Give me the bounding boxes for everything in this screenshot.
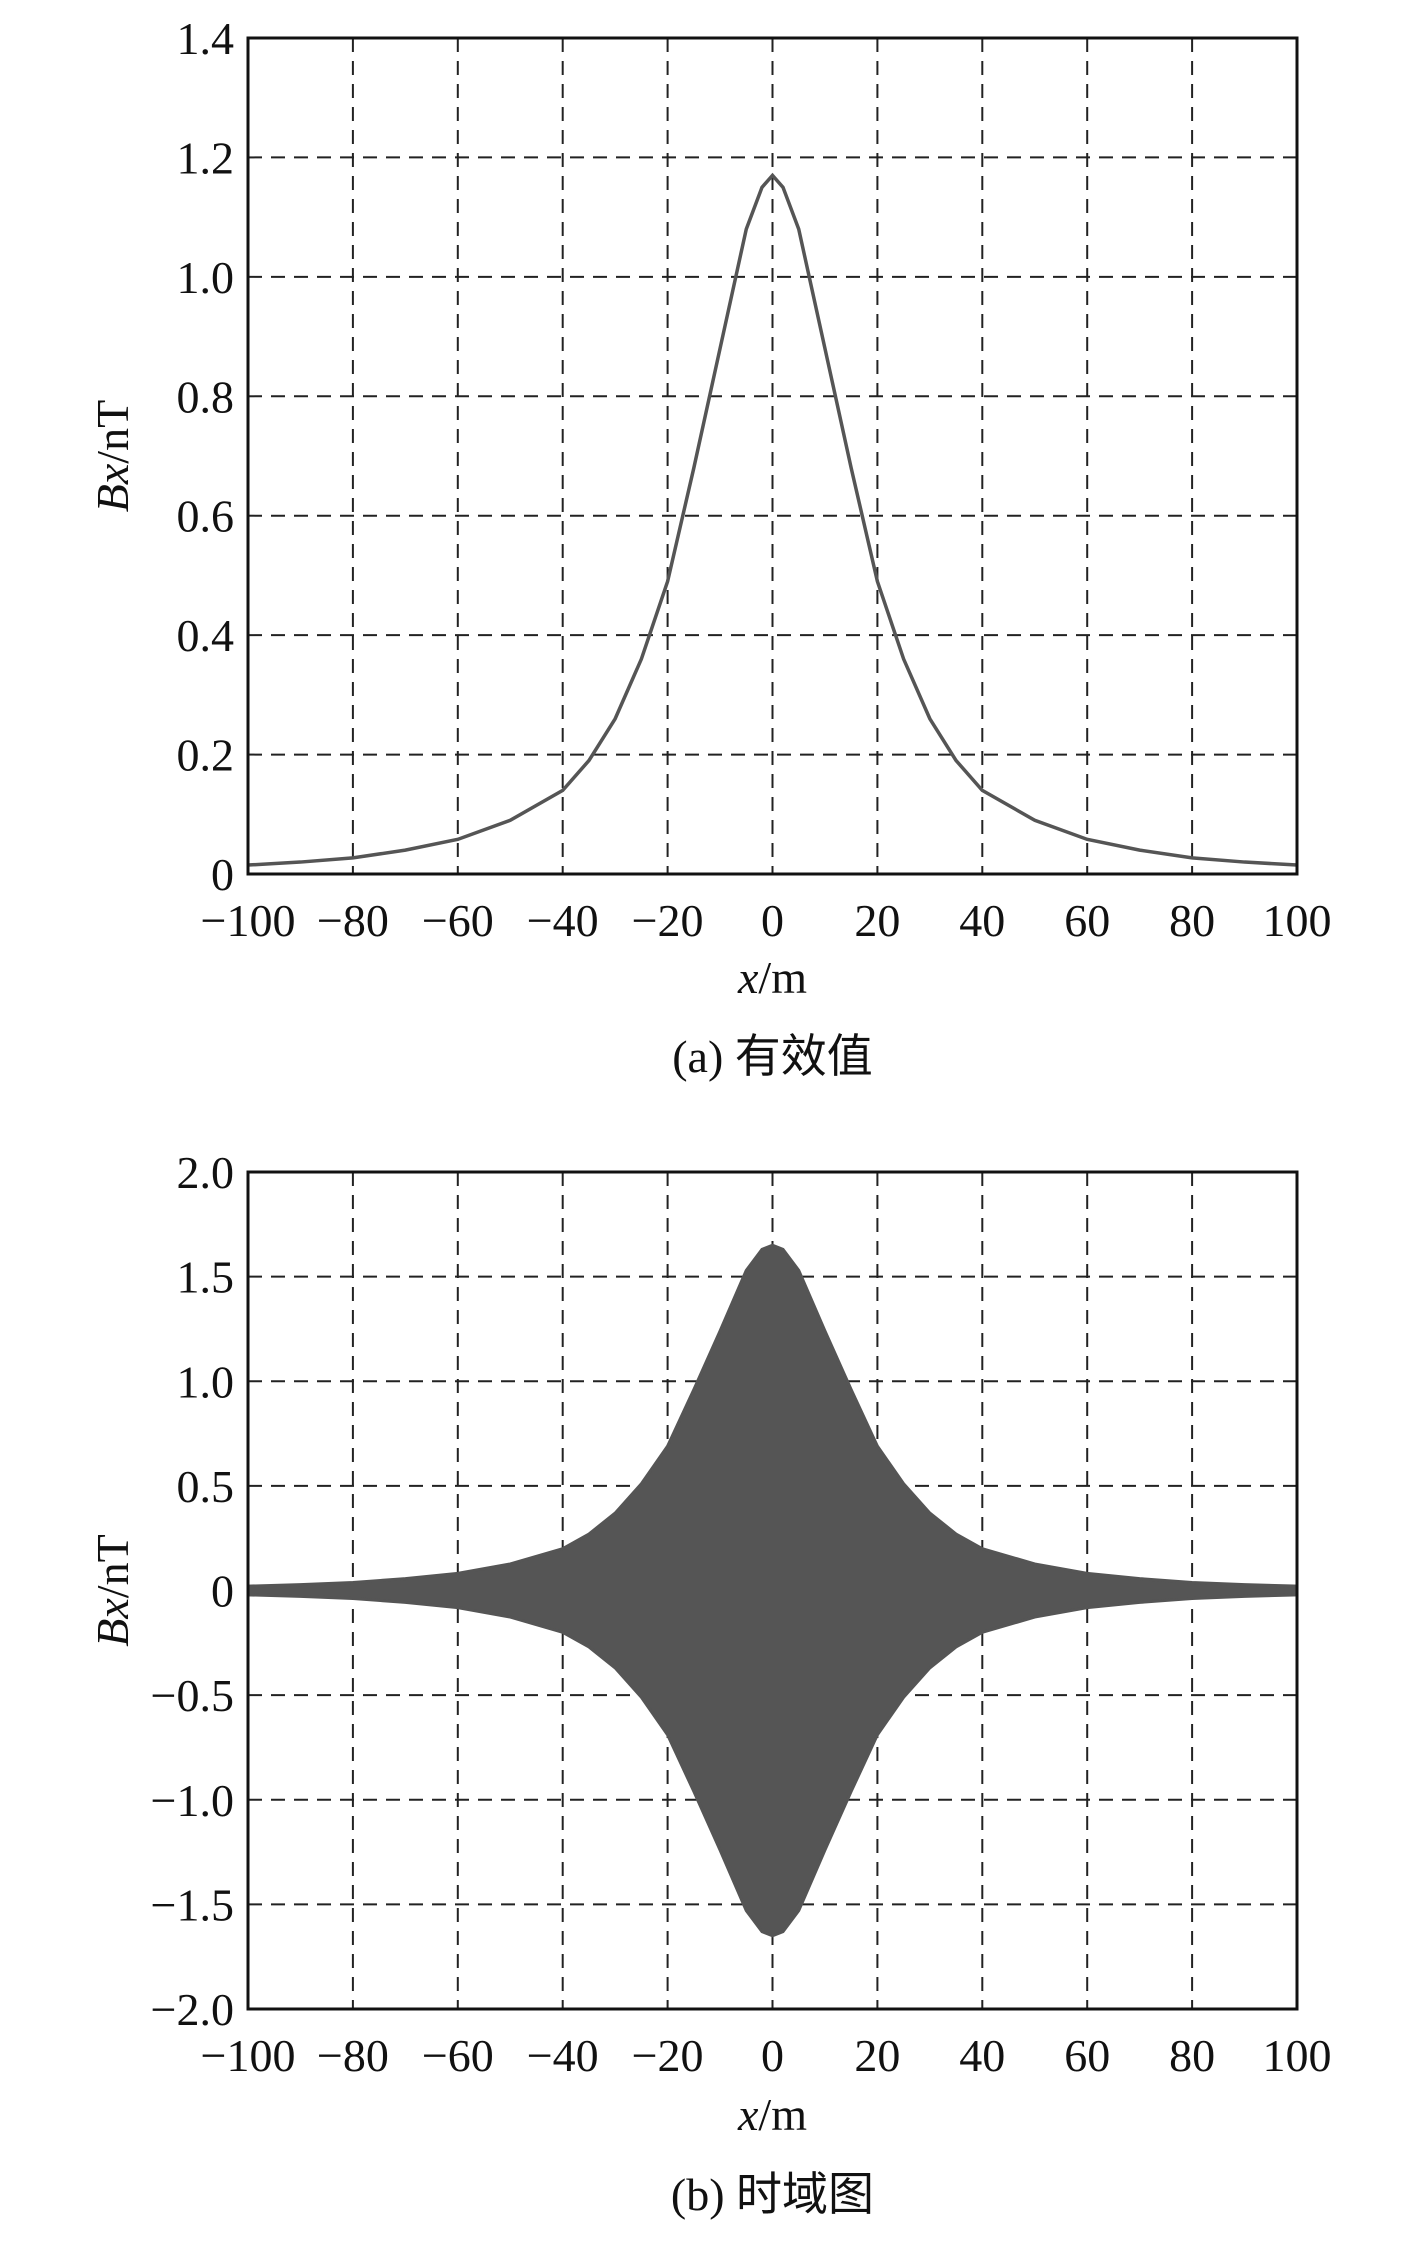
figure-caption: (a) 有效值	[672, 1031, 873, 1082]
y-tick-label: 1.2	[177, 132, 235, 183]
y-tick-label: −0.5	[151, 1670, 234, 1721]
x-tick-label: 0	[761, 895, 784, 946]
x-tick-label: 100	[1263, 2030, 1332, 2081]
x-tick-label: 100	[1263, 895, 1332, 946]
y-axis-label-unit: /nT	[87, 1534, 138, 1598]
y-tick-label: −1.0	[151, 1775, 234, 1826]
plot-frame	[246, 36, 1299, 876]
y-tick-label: 1.0	[177, 252, 235, 303]
x-tick-label: 20	[854, 895, 900, 946]
y-tick-label: 0	[211, 1566, 234, 1617]
y-axis-label-var: Bx	[87, 1598, 138, 1647]
time-domain-signal-band	[246, 1243, 1299, 1938]
x-axis-label: x/m	[737, 2089, 807, 2140]
x-tick-label: −20	[632, 895, 704, 946]
x-tick-label: −40	[527, 2030, 599, 2081]
x-axis-label-var: x	[737, 2089, 759, 2140]
x-tick-label: −80	[317, 895, 389, 946]
x-tick-label: 80	[1169, 2030, 1215, 2081]
x-tick-label: 40	[959, 895, 1005, 946]
x-tick-label: −60	[422, 895, 494, 946]
x-axis-label-unit: /m	[758, 2089, 807, 2140]
y-axis-label-var: Bx	[87, 463, 138, 512]
x-tick-label: 60	[1064, 895, 1110, 946]
y-tick-label: 1.5	[177, 1252, 235, 1303]
y-tick-label: −2.0	[151, 1984, 234, 2035]
y-axis-label: Bx/nT	[87, 400, 138, 512]
chart-a-rms: −100 −80 −60 −40 −20 0 20 40 60 80 100 0 0.2 0.4 0.6 0.…	[87, 13, 1332, 1082]
y-tick-label: 0.5	[177, 1461, 235, 1512]
y-axis-label: Bx/nT	[87, 1534, 138, 1646]
x-tick-label: 20	[854, 2030, 900, 2081]
x-axis-label-unit: /m	[758, 952, 807, 1003]
x-tick-label: 40	[959, 2030, 1005, 2081]
y-tick-label: 0	[211, 849, 234, 900]
x-tick-label: −20	[632, 2030, 704, 2081]
x-tick-label: −60	[422, 2030, 494, 2081]
x-tick-label: −40	[527, 895, 599, 946]
y-tick-label: 2.0	[177, 1147, 235, 1198]
x-tick-label: 0	[761, 2030, 784, 2081]
y-axis-label-unit: /nT	[87, 400, 138, 464]
y-tick-label: 0.6	[177, 491, 235, 542]
x-axis-label: x/m	[737, 952, 807, 1003]
y-tick-label: −1.5	[151, 1879, 234, 1930]
x-tick-label: −100	[201, 895, 296, 946]
y-tick-label: 0.4	[177, 610, 235, 661]
x-tick-label: 60	[1064, 2030, 1110, 2081]
y-tick-label: 0.8	[177, 371, 235, 422]
x-tick-label: −100	[201, 2030, 296, 2081]
x-axis-label-var: x	[737, 952, 759, 1003]
chart-b-time-domain: −100 −80 −60 −40 −20 0 20 40 60 80 100 −2.0 −1.5 −1.0…	[87, 1147, 1332, 2220]
x-tick-label: −80	[317, 2030, 389, 2081]
y-tick-label: 0.2	[177, 730, 235, 781]
y-tick-label: 1.4	[177, 13, 235, 64]
y-tick-label: 1.0	[177, 1356, 235, 1407]
figure-caption: (b) 时域图	[671, 2169, 874, 2220]
x-tick-label: 80	[1169, 895, 1215, 946]
plot-frame	[246, 1170, 1299, 2011]
